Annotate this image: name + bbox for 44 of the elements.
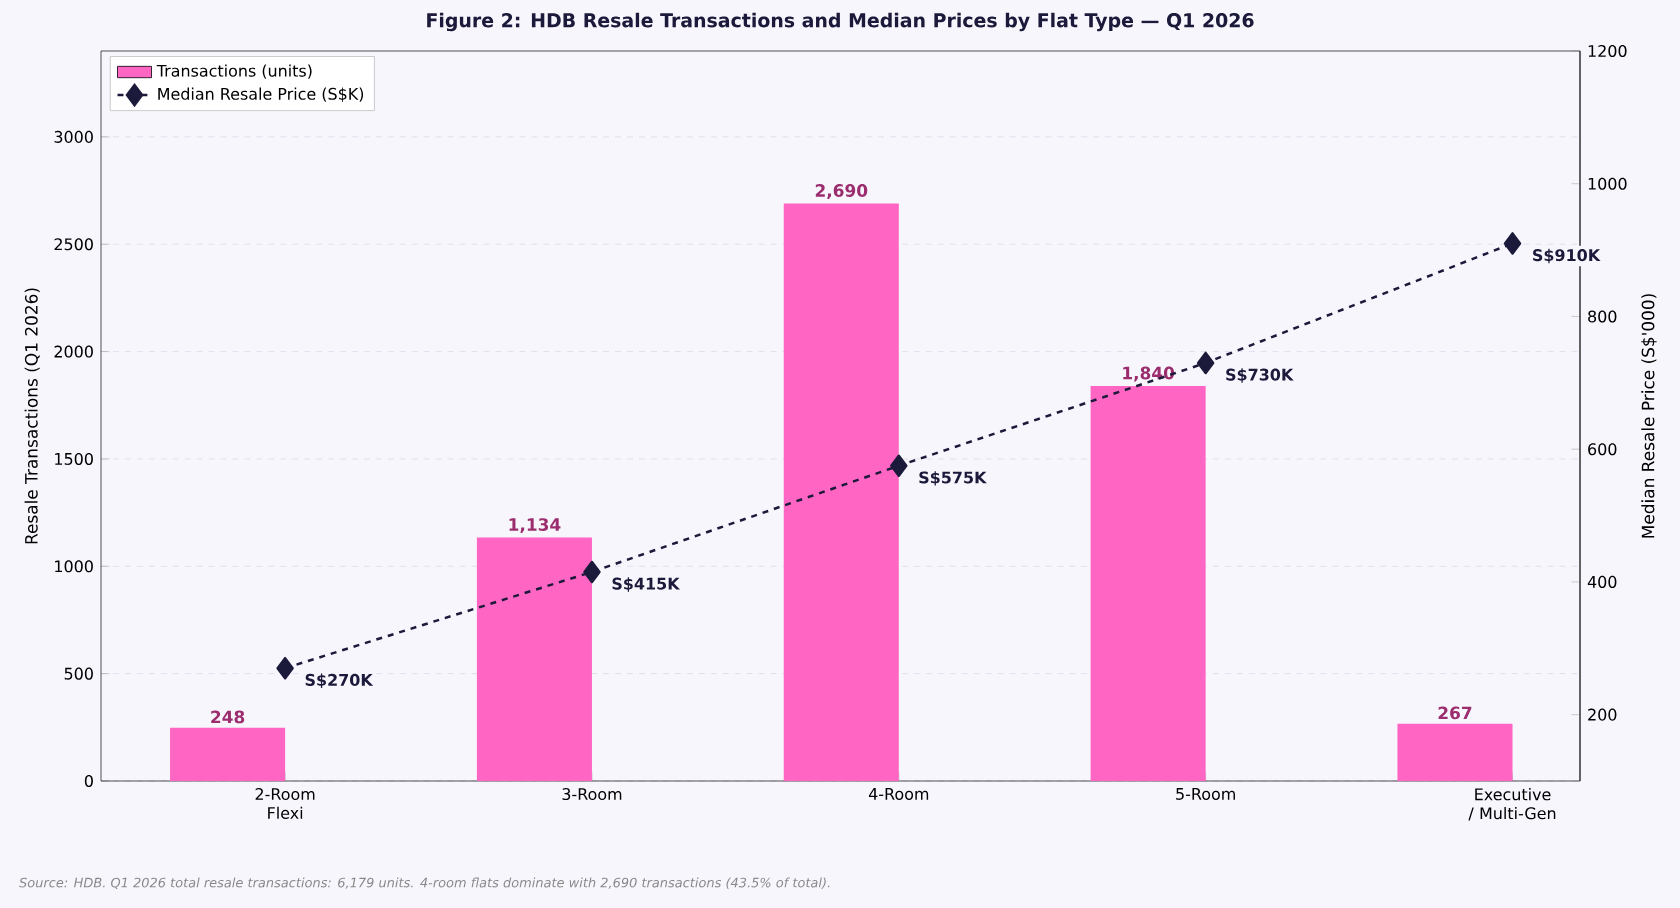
bar [783, 203, 899, 781]
source-note: Source: HDB. Q1 2026 total resale transactions: 6,179 units. 4-room flats dominate with 2,690 transactions (43.5% of total). [19, 877, 830, 889]
point [1196, 351, 1215, 375]
y-tick-label: 2500 [54, 238, 93, 251]
point [1503, 232, 1522, 255]
point [583, 560, 601, 584]
y2-tick-label: 600 [1588, 443, 1617, 456]
y-tick-label: 0 [84, 774, 93, 788]
legend-label: Transactions (units) [156, 64, 312, 79]
x-tick-label: Executive / Multi-Gen [1468, 788, 1556, 821]
data-label: S$415K [612, 577, 681, 592]
bar [1090, 385, 1206, 781]
x-tick-label: 3-Room [562, 788, 622, 801]
x-tick-label: 2-Room Flexi [255, 788, 315, 820]
x-tick-label: 5-Room [1176, 788, 1235, 800]
data-label: 2,690 [815, 184, 868, 200]
y-tick-label: 1000 [55, 560, 93, 573]
y2-tick-label: 1200 [1588, 44, 1627, 58]
point [890, 454, 908, 478]
point [276, 656, 294, 680]
y-tick-label: 1500 [55, 452, 93, 465]
legend-label: Median Resale Price (S$K) [158, 87, 364, 102]
data-label: 1,134 [509, 518, 561, 534]
bar [1397, 723, 1513, 781]
y2-tick-label: 400 [1587, 575, 1617, 588]
y-tick-label: 2000 [54, 345, 93, 358]
data-label: 267 [1438, 706, 1472, 720]
bar [170, 727, 286, 781]
chart-title: Figure 2: HDB Resale Transactions and Median Prices by Flat Type — Q1 2026 [427, 12, 1254, 32]
data-label: 1,840 [1123, 366, 1175, 382]
data-label: S$575K [919, 471, 987, 486]
bar [476, 537, 592, 781]
y-tick-label: 500 [64, 667, 93, 680]
y2-tick-label: 800 [1588, 310, 1617, 323]
y2-tick-label: 1000 [1588, 177, 1627, 190]
data-label: 248 [211, 710, 245, 724]
x-tick-label: 4-Room [868, 788, 929, 800]
y-tick-label: 3000 [54, 130, 93, 143]
data-label: S$730K [1226, 368, 1294, 383]
y2-axis-title: Median Resale Price (S$'000) [1641, 294, 1657, 538]
data-label: S$910K [1533, 248, 1601, 264]
y2-tick-label: 200 [1588, 708, 1617, 721]
y-axis-title: Resale Transactions (Q1 2026) [24, 288, 40, 544]
data-label: S$270K [305, 673, 374, 689]
